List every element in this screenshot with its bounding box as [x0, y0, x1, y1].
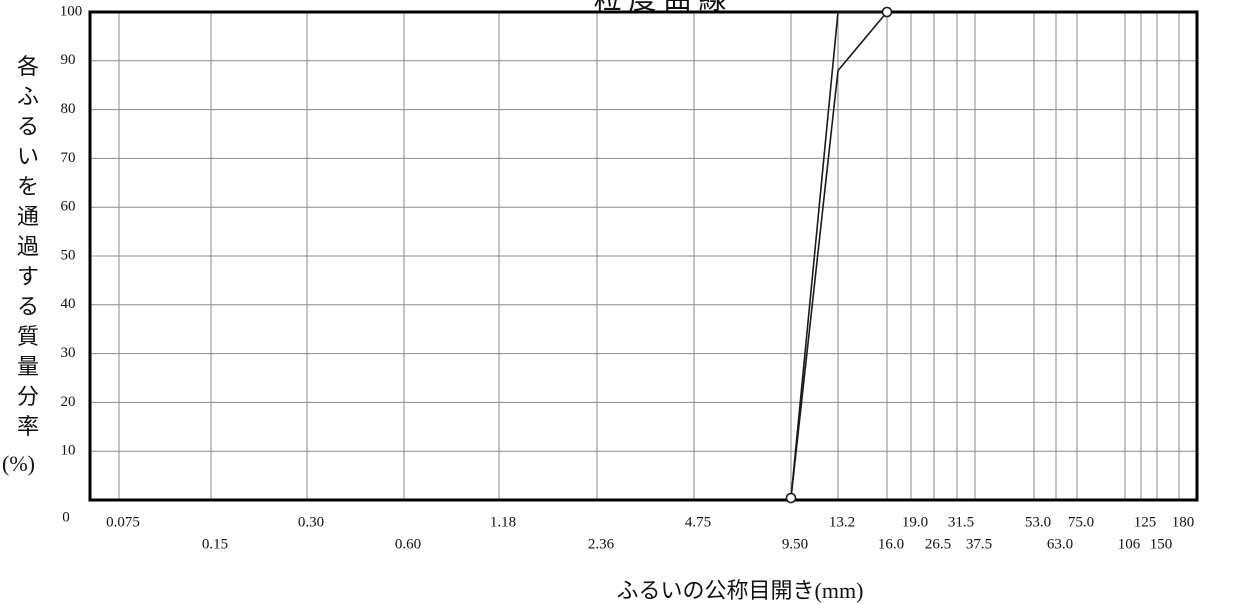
series-line: [790, 11, 888, 499]
x-tick-label: 1.18: [490, 514, 516, 530]
x-tick-label: 53.0: [1025, 514, 1051, 530]
x-tick-labels: 0.075 0.15 0.30 0.60 1.18 2.36 4.75 9.50 13.2 16.…: [106, 514, 1194, 552]
series-markers: [785, 6, 893, 504]
y-axis-label-char: 率: [17, 414, 39, 439]
x-tick-label: 26.5: [925, 536, 951, 552]
y-axis-label-char: 質: [17, 324, 39, 349]
y-tick-label: 60: [61, 199, 76, 215]
x-tick-label: 2.36: [588, 536, 615, 552]
data-point-marker: [881, 6, 893, 18]
y-tick-label: 10: [61, 443, 76, 459]
x-tick-label: 4.75: [685, 514, 711, 530]
x-tick-label: 31.5: [948, 514, 974, 530]
y-unit-label: (%): [2, 451, 35, 476]
x-tick-label: 125: [1134, 514, 1157, 530]
x-tick-label: 63.0: [1047, 536, 1073, 552]
x-tick-label: 13.2: [829, 514, 855, 530]
data-point-marker: [785, 492, 797, 504]
y-tick-labels: 0 10 20 30 40 50 60 70 80 90 100: [60, 3, 83, 525]
y-axis-label-char: す: [17, 264, 39, 289]
y-axis-label-char: 通: [17, 204, 39, 229]
grid-lines: [90, 12, 1197, 500]
y-tick-label: 70: [61, 150, 76, 166]
y-tick-label: 100: [60, 3, 83, 19]
x-tick-label: 9.50: [782, 536, 808, 552]
x-axis-label: ふるいの公称目開き(mm): [617, 578, 864, 603]
x-tick-label: 106: [1118, 536, 1141, 552]
series-line: [790, 11, 887, 499]
x-tick-label: 0.60: [395, 536, 421, 552]
y-axis-label-char: 量: [17, 354, 39, 379]
x-tick-label: 150: [1150, 536, 1173, 552]
y-axis-label-char: 各: [17, 54, 39, 79]
y-axis-label-char: い: [17, 144, 39, 169]
y-axis-label-char: 分: [17, 384, 39, 409]
x-tick-label: 0.30: [298, 514, 324, 530]
y-axis-label-char: を: [17, 174, 39, 199]
plot-frame: [88, 10, 1199, 502]
y-tick-label: 50: [61, 247, 76, 263]
x-tick-label: 16.0: [878, 536, 904, 552]
x-tick-label: 180: [1172, 514, 1195, 530]
y-tick-label: 40: [61, 296, 76, 312]
y-tick-label: 0: [62, 509, 70, 525]
x-tick-label: 19.0: [902, 514, 928, 530]
y-tick-label: 20: [61, 394, 76, 410]
x-tick-label: 0.15: [202, 536, 228, 552]
x-tick-label: 75.0: [1068, 514, 1094, 530]
y-axis-label-char: る: [17, 294, 39, 319]
y-axis-label-char: 過: [17, 234, 39, 259]
x-tick-label: 37.5: [966, 536, 992, 552]
x-tick-label: 0.075: [106, 514, 140, 530]
y-tick-label: 80: [61, 101, 76, 117]
y-axis-label-char: る: [17, 114, 39, 139]
y-tick-label: 30: [61, 345, 76, 361]
series-lines: [790, 11, 888, 499]
y-tick-label: 90: [61, 52, 76, 68]
y-axis-label-char: ふ: [17, 84, 39, 109]
